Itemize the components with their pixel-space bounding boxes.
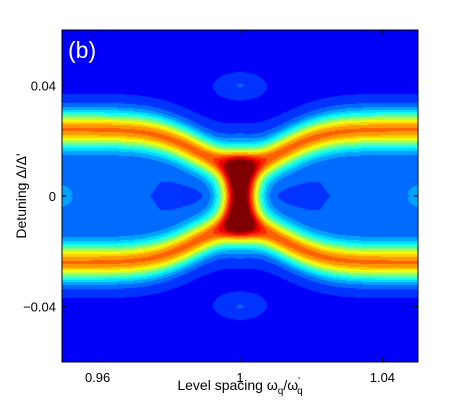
x-tick-label: 1.04: [370, 370, 395, 385]
x-axis-label: Level spacing ωq/ω' q: [177, 376, 302, 397]
y-tick-label: 0: [49, 189, 56, 204]
x-tick-label: 1: [236, 370, 243, 385]
x-axis-ticks: 0.96 1 1.04: [85, 30, 395, 385]
y-tick-label: −0.04: [23, 300, 56, 315]
panel-label: (b): [68, 37, 96, 63]
y-axis-ticks: 0.04 0 −0.04: [23, 78, 418, 315]
heatmap-image: [62, 30, 418, 362]
y-tick-label: 0.04: [31, 78, 56, 93]
x-tick-label: 0.96: [85, 370, 110, 385]
y-axis-label: Detuning Δ/Δ': [13, 153, 29, 238]
